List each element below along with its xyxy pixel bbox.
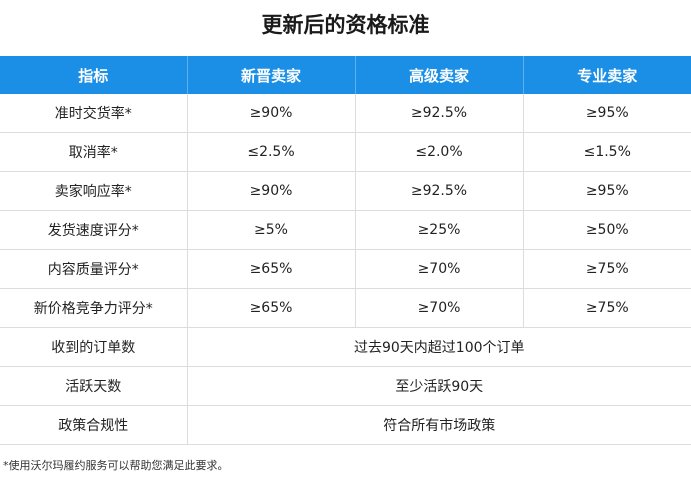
- value-cell: ≥75%: [523, 288, 691, 328]
- header-pro-seller: 专业卖家: [523, 56, 691, 94]
- table-row: 取消率* ≤2.5% ≤2.0% ≤1.5%: [0, 132, 691, 172]
- value-cell: ≥65%: [187, 288, 356, 328]
- header-metric: 指标: [0, 56, 188, 94]
- value-cell: ≥70%: [355, 249, 524, 289]
- value-cell: ≤2.0%: [355, 132, 524, 172]
- value-cell: ≥5%: [187, 210, 356, 250]
- table-row: 卖家响应率* ≥90% ≥92.5% ≥95%: [0, 171, 691, 211]
- value-cell: ≥95%: [523, 94, 691, 133]
- header-new-seller: 新晋卖家: [187, 56, 356, 94]
- metric-cell: 收到的订单数: [0, 327, 188, 367]
- value-cell: ≥90%: [187, 94, 356, 133]
- metric-cell: 政策合规性: [0, 405, 188, 445]
- value-cell: ≥25%: [355, 210, 524, 250]
- value-cell: ≤1.5%: [523, 132, 691, 172]
- table-row: 内容质量评分* ≥65% ≥70% ≥75%: [0, 249, 691, 289]
- value-cell: ≥90%: [187, 171, 356, 211]
- footnote: *使用沃尔玛履约服务可以帮助您满足此要求。: [3, 459, 229, 472]
- metric-cell: 新价格竞争力评分*: [0, 288, 188, 328]
- value-cell: ≥50%: [523, 210, 691, 250]
- value-cell: ≥75%: [523, 249, 691, 289]
- table-header-row: 指标 新晋卖家 高级卖家 专业卖家: [0, 56, 691, 94]
- value-cell: ≤2.5%: [187, 132, 356, 172]
- table-row: 新价格竞争力评分* ≥65% ≥70% ≥75%: [0, 288, 691, 328]
- value-cell: ≥65%: [187, 249, 356, 289]
- value-cell: ≥70%: [355, 288, 524, 328]
- metric-cell: 内容质量评分*: [0, 249, 188, 289]
- merged-value-cell: 至少活跃90天: [187, 366, 691, 406]
- qualification-table: 指标 新晋卖家 高级卖家 专业卖家 准时交货率* ≥90% ≥92.5% ≥95…: [0, 56, 691, 445]
- metric-cell: 准时交货率*: [0, 94, 188, 133]
- metric-cell: 发货速度评分*: [0, 210, 188, 250]
- table-row: 政策合规性 符合所有市场政策: [0, 405, 691, 445]
- value-cell: ≥95%: [523, 171, 691, 211]
- metric-cell: 卖家响应率*: [0, 171, 188, 211]
- value-cell: ≥92.5%: [355, 171, 524, 211]
- page-title: 更新后的资格标准: [261, 13, 430, 37]
- merged-value-cell: 过去90天内超过100个订单: [187, 327, 691, 367]
- merged-value-cell: 符合所有市场政策: [187, 405, 691, 445]
- metric-cell: 取消率*: [0, 132, 188, 172]
- table-row: 发货速度评分* ≥5% ≥25% ≥50%: [0, 210, 691, 250]
- table-row: 收到的订单数 过去90天内超过100个订单: [0, 327, 691, 367]
- value-cell: ≥92.5%: [355, 94, 524, 133]
- metric-cell: 活跃天数: [0, 366, 188, 406]
- table-row: 准时交货率* ≥90% ≥92.5% ≥95%: [0, 94, 691, 133]
- header-advanced-seller: 高级卖家: [355, 56, 524, 94]
- table-row: 活跃天数 至少活跃90天: [0, 366, 691, 406]
